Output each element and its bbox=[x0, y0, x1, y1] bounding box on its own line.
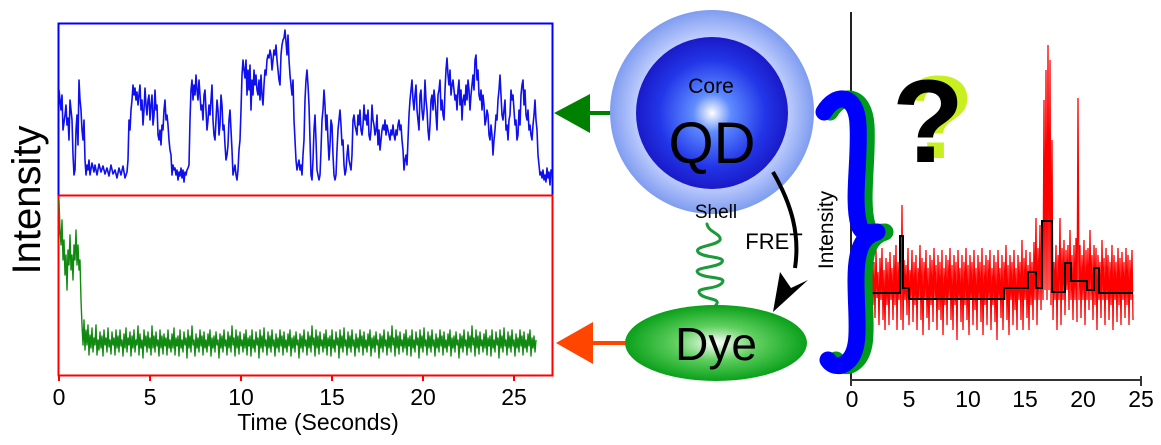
tick-label: 0 bbox=[846, 386, 859, 412]
left-x-axis bbox=[58, 375, 515, 381]
right-y-axis-label: Intensity bbox=[815, 190, 838, 269]
core-label: Core bbox=[688, 75, 734, 98]
linker-spring bbox=[695, 222, 725, 320]
tick-label: 5 bbox=[144, 384, 157, 410]
shell-label: Shell bbox=[695, 202, 737, 223]
left-y-axis-label: Intensity bbox=[5, 126, 49, 275]
tick-label: 10 bbox=[955, 386, 981, 412]
dye-molecule: Dye bbox=[625, 305, 807, 381]
right-x-tick-labels: 0 5 10 15 20 25 bbox=[846, 386, 1154, 412]
qd-label: QD bbox=[669, 111, 756, 176]
dye-frame bbox=[57, 194, 554, 377]
step-fit-line bbox=[852, 220, 1133, 300]
qd-core bbox=[636, 37, 788, 189]
left-x-axis-label: Time (Seconds) bbox=[237, 409, 398, 435]
left-panel: Intensity 0 5 10 15 20 25 Time (Seconds) bbox=[5, 22, 554, 435]
tick-label: 10 bbox=[228, 384, 254, 410]
right-x-ticks bbox=[850, 376, 1142, 386]
tick-label: 25 bbox=[501, 384, 527, 410]
tick-label: 20 bbox=[410, 384, 436, 410]
qd-emission-arrow bbox=[554, 94, 615, 133]
fret-arrow: FRET bbox=[745, 171, 808, 312]
arrowhead-icon bbox=[773, 272, 808, 312]
dye-label: Dye bbox=[675, 318, 757, 370]
tick-label: 15 bbox=[319, 384, 345, 410]
tick-label: 0 bbox=[53, 384, 66, 410]
dye-intensity-trace bbox=[58, 199, 537, 359]
curly-brace-icon bbox=[815, 90, 894, 375]
question-front: ? bbox=[892, 56, 964, 188]
left-x-tick-labels: 0 5 10 15 20 25 bbox=[53, 384, 527, 410]
fret-label: FRET bbox=[745, 229, 802, 254]
arrowhead-icon bbox=[554, 94, 590, 133]
tick-label: 25 bbox=[1128, 386, 1154, 412]
dye-ellipse bbox=[625, 305, 807, 381]
tick-label: 15 bbox=[1012, 386, 1038, 412]
quantum-dot: Core QD Shell bbox=[610, 10, 814, 223]
arrowhead-icon bbox=[556, 322, 593, 364]
qd-intensity-trace bbox=[58, 29, 553, 186]
dye-emission-arrow bbox=[556, 322, 626, 364]
question-mark-icon: ? ? bbox=[892, 52, 974, 188]
tick-label: 20 bbox=[1070, 386, 1096, 412]
tick-label: 5 bbox=[903, 386, 916, 412]
question-shadow: ? bbox=[902, 52, 974, 184]
